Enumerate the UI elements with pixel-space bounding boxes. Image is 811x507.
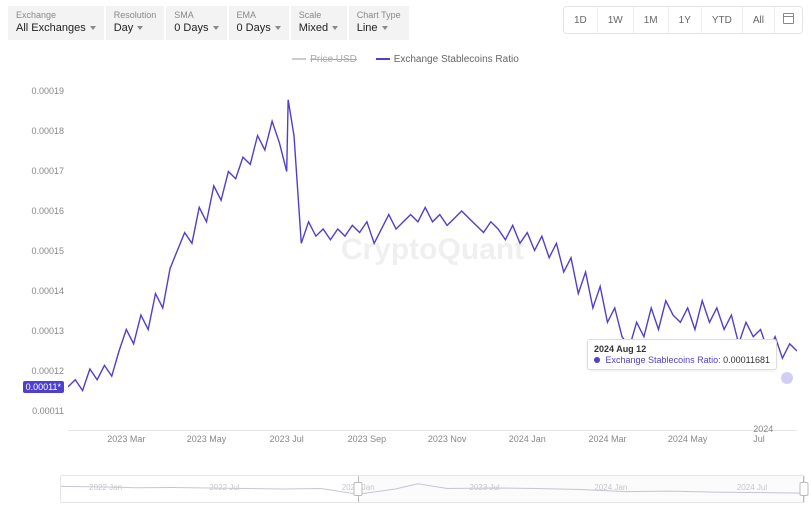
- x-axis-tick: 2024 Jan: [509, 434, 546, 444]
- y-axis-tick: 0.00016: [31, 206, 64, 216]
- legend-item-price[interactable]: Price USD: [292, 54, 357, 65]
- filter-label: Chart Type: [357, 10, 401, 20]
- x-axis-tick: 2023 Sep: [348, 434, 387, 444]
- chart-area: 0.00011 0.00012 0.00013 0.00014 0.00015 0.000…: [8, 71, 803, 451]
- y-axis-tick: 0.00015: [31, 246, 64, 256]
- legend: Price USD Exchange Stablecoins Ratio: [8, 52, 803, 65]
- time-range-1d[interactable]: 1D: [564, 7, 598, 33]
- legend-label-disabled: Price USD: [310, 54, 357, 65]
- filter-resolution[interactable]: Resolution Day: [106, 6, 165, 40]
- filter-label: Exchange: [16, 10, 96, 20]
- filter-chart-type[interactable]: Chart Type Line: [349, 6, 409, 40]
- filter-ema[interactable]: EMA 0 Days: [229, 6, 289, 40]
- y-axis-tick: 0.00011: [32, 406, 64, 416]
- legend-label-enabled: Exchange Stablecoins Ratio: [394, 54, 519, 65]
- y-axis-current-value: 0.00011*: [23, 381, 64, 393]
- chart-container: Exchange All Exchanges Resolution Day SMA 0…: [0, 0, 811, 507]
- tooltip: 2024 Aug 12 Exchange Stablecoins Ratio: …: [587, 339, 777, 370]
- chevron-down-icon: [382, 26, 388, 30]
- filter-value: All Exchanges: [16, 22, 96, 34]
- time-range-1y[interactable]: 1Y: [669, 7, 702, 33]
- tooltip-series: Exchange Stablecoins Ratio:: [606, 355, 721, 365]
- brush-handle-left[interactable]: [354, 482, 363, 496]
- y-axis-tick: 0.00019: [31, 86, 64, 96]
- time-range-ytd[interactable]: YTD: [702, 7, 743, 33]
- time-range-1m[interactable]: 1M: [634, 7, 669, 33]
- filter-value: Mixed: [299, 22, 339, 34]
- brush-selection[interactable]: [358, 476, 804, 502]
- filter-label: SMA: [174, 10, 218, 20]
- time-range-group: 1D1W1M1YYTDAll: [563, 6, 803, 34]
- brush-tick: 2022 Jan: [89, 483, 122, 492]
- top-bar: Exchange All Exchanges Resolution Day SMA 0…: [8, 6, 803, 40]
- x-axis-tick: 2023 May: [187, 434, 227, 444]
- calendar-icon: [783, 13, 794, 24]
- filter-sma[interactable]: SMA 0 Days: [166, 6, 226, 40]
- x-axis-tick: 2024 May: [668, 434, 708, 444]
- filter-label: Scale: [299, 10, 339, 20]
- filter-value: 0 Days: [174, 22, 218, 34]
- y-axis-tick: 0.00013: [31, 326, 64, 336]
- legend-swatch: [376, 58, 390, 60]
- filter-scale[interactable]: Scale Mixed: [291, 6, 347, 40]
- y-axis-tick: 0.00012: [31, 366, 64, 376]
- line-chart-svg: [68, 71, 797, 430]
- date-picker-button[interactable]: [775, 7, 802, 33]
- time-range-1w[interactable]: 1W: [598, 7, 634, 33]
- time-range-all[interactable]: All: [743, 7, 775, 33]
- y-axis-tick: 0.00017: [31, 166, 64, 176]
- tooltip-dot-icon: [594, 357, 600, 363]
- x-axis-tick: 2024 Mar: [588, 434, 626, 444]
- x-axis-tick: 2024 Jul: [753, 424, 782, 444]
- legend-swatch: [292, 58, 306, 60]
- chevron-down-icon: [137, 26, 143, 30]
- plot-region[interactable]: CryptoQuant 2023 Mar2023 May2023 Jul2023…: [68, 71, 797, 431]
- brush-tick: 2022 Jul: [209, 483, 239, 492]
- tooltip-value: 0.00011681: [723, 355, 770, 365]
- filter-bar: Exchange All Exchanges Resolution Day SMA 0…: [8, 6, 409, 40]
- filter-label: EMA: [237, 10, 281, 20]
- filter-value: 0 Days: [237, 22, 281, 34]
- filter-label: Resolution: [114, 10, 157, 20]
- x-axis-tick: 2023 Jul: [270, 434, 304, 444]
- legend-item-ratio[interactable]: Exchange Stablecoins Ratio: [376, 54, 519, 65]
- tooltip-date: 2024 Aug 12: [594, 344, 770, 354]
- y-axis-tick: 0.00018: [31, 126, 64, 136]
- x-axis-tick: 2023 Mar: [107, 434, 145, 444]
- filter-value: Day: [114, 22, 157, 34]
- y-axis-tick: 0.00014: [31, 286, 64, 296]
- chevron-down-icon: [332, 26, 338, 30]
- filter-exchange[interactable]: Exchange All Exchanges: [8, 6, 104, 40]
- filter-value: Line: [357, 22, 401, 34]
- brush-handle-right[interactable]: [800, 482, 809, 496]
- chevron-down-icon: [90, 26, 96, 30]
- time-brush[interactable]: 2022 Jan2022 Jul2023 Jan2023 Jul2024 Jan…: [60, 475, 805, 503]
- chevron-down-icon: [213, 26, 219, 30]
- hover-marker: [781, 372, 793, 384]
- x-axis-tick: 2023 Nov: [428, 434, 467, 444]
- chevron-down-icon: [275, 26, 281, 30]
